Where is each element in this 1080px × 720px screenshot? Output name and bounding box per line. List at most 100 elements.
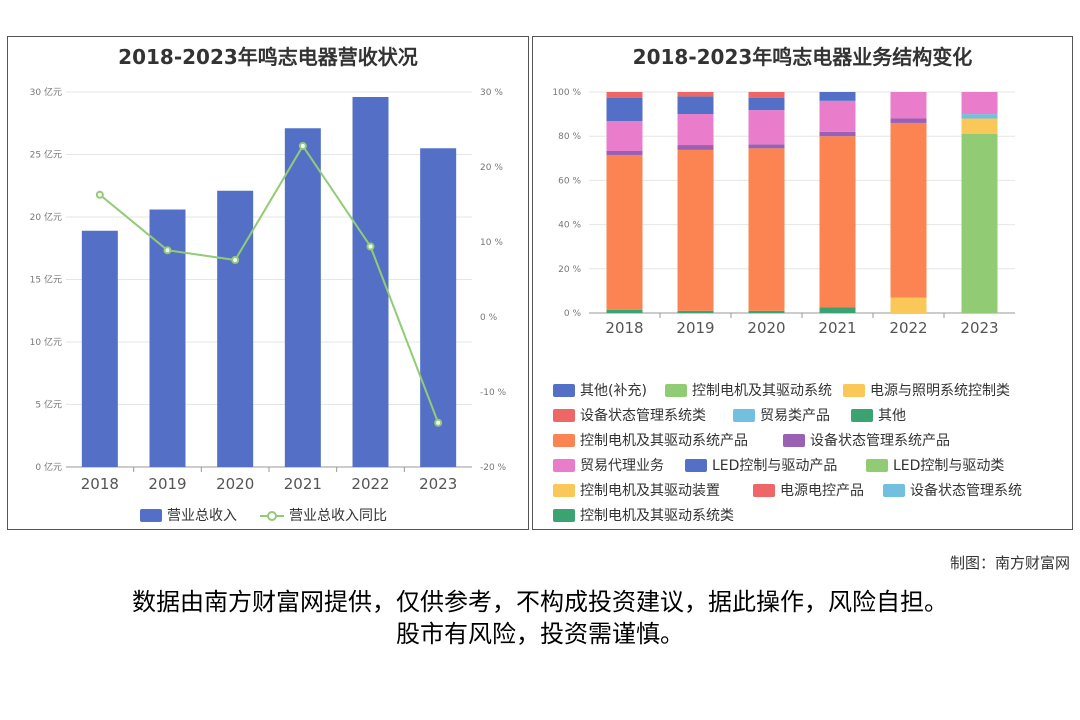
stacked-bar-segment <box>677 114 714 146</box>
stacked-bar-segment <box>819 131 856 137</box>
y-axis-tick-label: 60 % <box>558 176 581 186</box>
legend-swatch <box>553 384 575 397</box>
left-axis-tick-label: 0 亿元 <box>35 461 62 473</box>
x-axis-tick-label: 2019 <box>148 475 186 493</box>
yoy-point <box>298 142 307 150</box>
legend-swatch <box>783 434 805 447</box>
left-axis-tick-label: 30 亿元 <box>30 86 62 98</box>
revenue-bar <box>81 230 118 467</box>
legend-swatch <box>753 484 775 497</box>
stacked-bar-segment <box>677 92 714 97</box>
stacked-bar-segment <box>961 133 998 313</box>
y-axis-tick-label: 100 % <box>552 88 581 98</box>
structure-chart: 0 % 20 % 40 % 60 % 80 % 100 % 2018 2019 2020 2021… <box>552 88 1022 524</box>
revenue-bar <box>217 190 254 467</box>
x-axis-tick-label: 2022 <box>351 475 389 493</box>
legend-swatch <box>685 459 707 472</box>
left-axis-tick-label: 20 亿元 <box>30 211 62 223</box>
legend-swatch <box>851 409 873 422</box>
y-axis-tick-label: 80 % <box>558 132 581 142</box>
legend-swatch <box>553 509 575 522</box>
revenue-bar <box>420 148 457 467</box>
x-axis-tick-label: 2020 <box>216 475 254 493</box>
y-axis-tick-label: 0 % <box>564 309 582 319</box>
right-axis-tick-label: -20 % <box>480 463 507 473</box>
legend-swatch <box>553 409 575 422</box>
stacked-bar-segment <box>819 136 856 308</box>
legend-label: 设备状态管理系统 <box>910 482 1022 499</box>
y-axis-tick-label: 40 % <box>558 221 581 231</box>
legend-label: 控制电机及其驱动装置 <box>580 483 720 499</box>
left-axis-tick-label: 15 亿元 <box>30 274 62 286</box>
chart-credit: 制图：南方财富网 <box>949 554 1070 572</box>
x-axis-tick-label: 2023 <box>419 475 457 493</box>
business-structure-chart-panel: 2018-2023年鸣志电器业务结构变化 0 % 20 % 40 % 60 % 80 %… <box>532 36 1073 530</box>
stacked-bar-segment <box>748 97 785 111</box>
stacked-bar-segment <box>961 92 998 115</box>
stacked-bar-segment <box>748 310 785 313</box>
stacked-bar-segment <box>748 92 785 98</box>
legend-label: 电源电控产品 <box>780 483 864 499</box>
legend-swatch-yoy-point <box>267 511 277 521</box>
legend-label: 电源与照明系统控制类 <box>870 383 1010 399</box>
structure-chart-title: 2018-2023年鸣志电器业务结构变化 <box>632 45 973 69</box>
revenue-bar <box>352 97 389 467</box>
stacked-bar-segment <box>606 309 643 313</box>
legend-label: LED控制与驱动产品 <box>712 458 837 474</box>
stacked-bar-segment <box>606 151 643 155</box>
yoy-point <box>95 190 104 199</box>
legend-label-yoy: 营业总收入同比 <box>289 508 387 524</box>
stacked-bar-segment <box>748 148 785 311</box>
stacked-bar-segment <box>606 92 643 98</box>
x-axis-tick-label: 2021 <box>818 319 856 337</box>
legend-label: 贸易代理业务 <box>580 458 664 474</box>
yoy-point <box>231 256 240 264</box>
legend-swatch <box>665 384 687 397</box>
yoy-point <box>163 246 172 255</box>
legend-label: 设备状态管理系统类 <box>580 407 706 424</box>
stacked-bar-segment <box>890 122 927 298</box>
left-axis-tick-label: 5 亿元 <box>35 399 62 411</box>
legend-label: 控制电机及其驱动系统类 <box>580 508 734 524</box>
revenue-bar <box>284 128 321 467</box>
y-axis-tick-label: 20 % <box>558 265 581 275</box>
legend-swatch <box>553 484 575 497</box>
disclaimer-line-1: 数据由南方财富网提供，仅供参考，不构成投资建议，据此操作，风险自担。 <box>132 588 948 616</box>
stacked-bar-segment <box>961 114 998 119</box>
stacked-bar-segment <box>748 110 785 145</box>
legend-label: 其他(补充) <box>580 383 647 399</box>
stacked-bar-segment <box>606 154 643 310</box>
x-axis-tick-label: 2018 <box>81 475 119 493</box>
legend-label: 控制电机及其驱动系统 <box>692 383 832 399</box>
stacked-bar-segment <box>819 100 856 132</box>
legend-label: 贸易类产品 <box>760 408 830 424</box>
legend-swatch <box>733 409 755 422</box>
stacked-bar-segment <box>890 118 927 123</box>
stacked-bar-segment <box>890 92 927 119</box>
legend-swatch <box>866 459 888 472</box>
x-axis-tick-label: 2020 <box>747 319 785 337</box>
stacked-bar-segment <box>677 96 714 115</box>
x-axis-tick-label: 2019 <box>676 319 714 337</box>
stacked-bar-segment <box>961 118 998 134</box>
legend-label: 设备状态管理系统产品 <box>810 432 950 449</box>
stacked-bar-segment <box>819 92 856 101</box>
right-axis-tick-label: -10 % <box>480 388 507 398</box>
legend-swatch <box>553 459 575 472</box>
left-axis-tick-label: 25 亿元 <box>30 149 62 161</box>
stacked-bar-segment <box>677 310 714 313</box>
yoy-point <box>434 418 443 427</box>
right-axis-tick-label: 20 % <box>480 163 503 173</box>
legend-label: LED控制与驱动类 <box>893 458 1004 474</box>
stacked-bar-segment <box>677 145 714 150</box>
right-axis-tick-label: 0 % <box>480 313 498 323</box>
legend-swatch <box>843 384 865 397</box>
stacked-bar-segment <box>606 97 643 122</box>
right-axis-tick-label: 30 % <box>480 88 503 98</box>
legend-label: 其他 <box>878 408 906 424</box>
stacked-bar-segment <box>890 297 927 313</box>
legend-swatch-revenue <box>140 509 162 522</box>
left-axis-tick-label: 10 亿元 <box>30 336 62 348</box>
legend-label: 控制电机及其驱动系统产品 <box>580 433 748 449</box>
x-axis-tick-label: 2023 <box>960 319 998 337</box>
